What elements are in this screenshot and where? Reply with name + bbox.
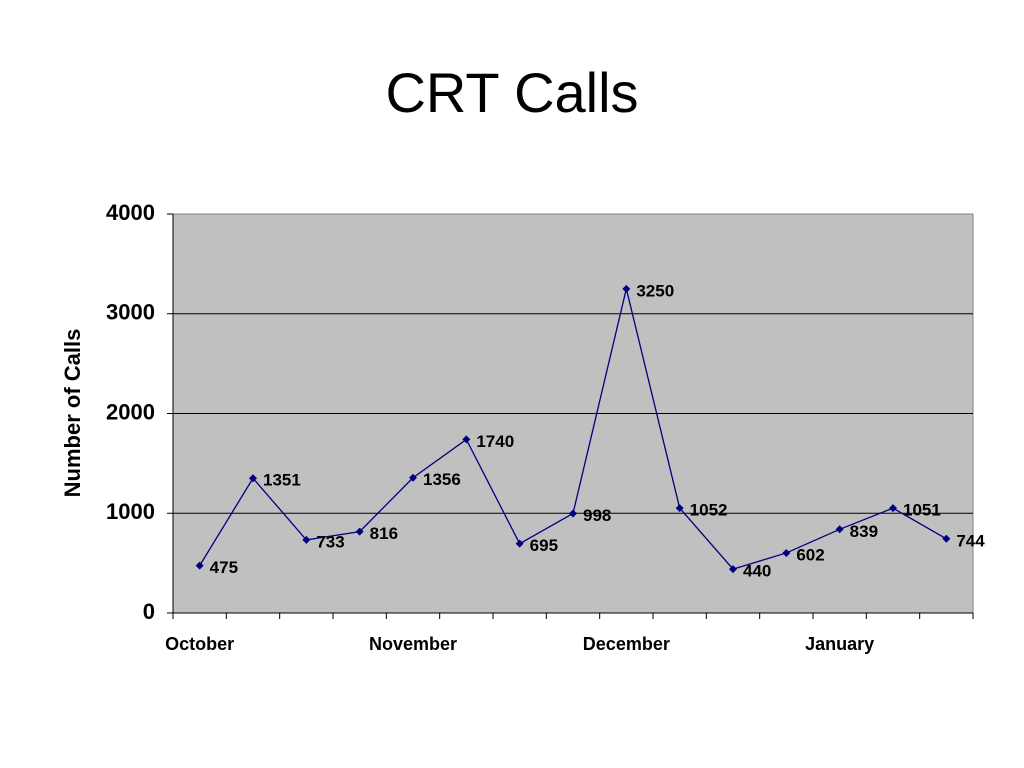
data-label: 1356 bbox=[423, 470, 461, 489]
marker bbox=[195, 561, 204, 570]
y-axis-title: Number of Calls bbox=[60, 329, 85, 498]
data-label: 816 bbox=[370, 524, 398, 543]
y-tick-label: 2000 bbox=[106, 399, 155, 424]
marker bbox=[835, 525, 844, 534]
x-tick-label: October bbox=[165, 634, 234, 654]
data-label: 475 bbox=[210, 558, 238, 577]
marker bbox=[889, 504, 897, 513]
data-label: 733 bbox=[316, 532, 344, 551]
marker bbox=[675, 504, 684, 513]
data-label: 3250 bbox=[636, 281, 674, 300]
y-tick-label: 3000 bbox=[106, 300, 155, 325]
x-tick-label: December bbox=[583, 634, 670, 654]
marker bbox=[302, 535, 311, 544]
data-label: 1051 bbox=[903, 501, 941, 520]
chart-title: CRT Calls bbox=[385, 61, 638, 124]
marker bbox=[782, 548, 791, 557]
data-label: 440 bbox=[743, 562, 771, 581]
data-label: 744 bbox=[956, 531, 985, 550]
data-label: 1052 bbox=[690, 501, 728, 520]
marker bbox=[515, 539, 524, 548]
x-tick-label: November bbox=[369, 634, 457, 654]
data-label: 839 bbox=[850, 522, 878, 541]
marker bbox=[355, 527, 364, 536]
data-label: 695 bbox=[530, 536, 558, 555]
data-label: 1351 bbox=[263, 471, 301, 490]
marker bbox=[622, 284, 631, 293]
marker bbox=[249, 474, 257, 483]
marker bbox=[462, 435, 471, 444]
y-tick-label: 0 bbox=[143, 599, 155, 624]
data-label: 998 bbox=[583, 506, 611, 525]
data-label: 1740 bbox=[476, 432, 514, 451]
y-tick-label: 4000 bbox=[106, 200, 155, 225]
marker bbox=[569, 509, 577, 518]
marker bbox=[409, 473, 417, 482]
marker bbox=[942, 534, 951, 543]
x-tick-label: January bbox=[805, 634, 874, 654]
y-tick-label: 1000 bbox=[106, 499, 155, 524]
marker bbox=[729, 565, 737, 574]
data-label: 602 bbox=[796, 545, 824, 564]
